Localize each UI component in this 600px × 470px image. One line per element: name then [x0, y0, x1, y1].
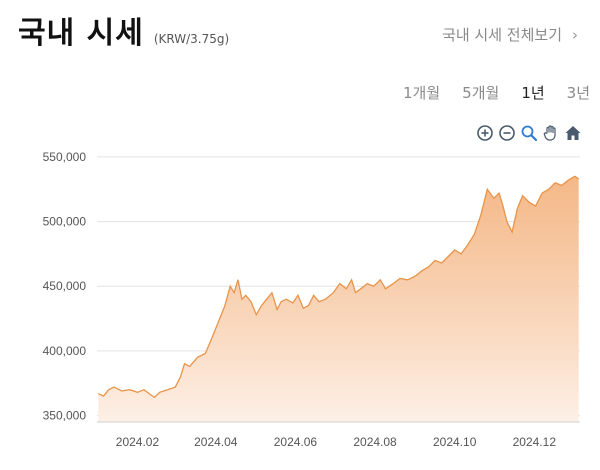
- period-3y-tab[interactable]: 3년: [566, 84, 590, 102]
- magnifier-icon[interactable]: [520, 124, 538, 142]
- x-tick-label: 2024.08: [353, 435, 397, 449]
- zoom-in-icon[interactable]: [476, 124, 494, 142]
- x-tick-label: 2024.02: [116, 435, 160, 449]
- y-tick-label: 550,000: [43, 150, 87, 164]
- y-tick-label: 500,000: [43, 215, 87, 229]
- zoom-out-icon[interactable]: [498, 124, 516, 142]
- period-5m-tab[interactable]: 5개월: [462, 84, 500, 102]
- period-selector: 1개월 5개월 1년 3년: [381, 82, 590, 103]
- home-icon[interactable]: [564, 124, 582, 142]
- chevron-right-icon: ›: [572, 25, 578, 44]
- x-tick-label: 2024.04: [194, 435, 238, 449]
- y-tick-label: 450,000: [43, 279, 87, 293]
- view-all-link[interactable]: 국내 시세 전체보기 ›: [442, 24, 578, 45]
- page-title: 국내 시세: [18, 16, 144, 51]
- chart-toolbar: [472, 124, 582, 142]
- x-tick-label: 2024.12: [513, 435, 557, 449]
- unit-label: (KRW/3.75g): [153, 32, 230, 46]
- price-line: [98, 175, 580, 399]
- y-axis-labels: 350,000 400,000 450,000 500,000 550,000: [43, 150, 87, 423]
- x-tick-label: 2024.06: [274, 435, 318, 449]
- price-area: [98, 176, 579, 422]
- view-all-label: 국내 시세 전체보기: [442, 26, 562, 44]
- price-chart[interactable]: 350,000 400,000 450,000 500,000 550,000 2024…: [0, 140, 600, 462]
- y-tick-label: 350,000: [43, 409, 87, 423]
- pan-hand-icon[interactable]: [542, 124, 560, 142]
- period-1y-tab[interactable]: 1년: [521, 84, 545, 102]
- x-axis-labels: 2024.02 2024.04 2024.06 2024.08 2024.10 2024.…: [116, 435, 557, 449]
- x-tick-label: 2024.10: [433, 435, 477, 449]
- y-tick-label: 400,000: [43, 344, 87, 358]
- period-1m-tab[interactable]: 1개월: [403, 84, 441, 102]
- header: 국내 시세 (KRW/3.75g): [18, 14, 229, 54]
